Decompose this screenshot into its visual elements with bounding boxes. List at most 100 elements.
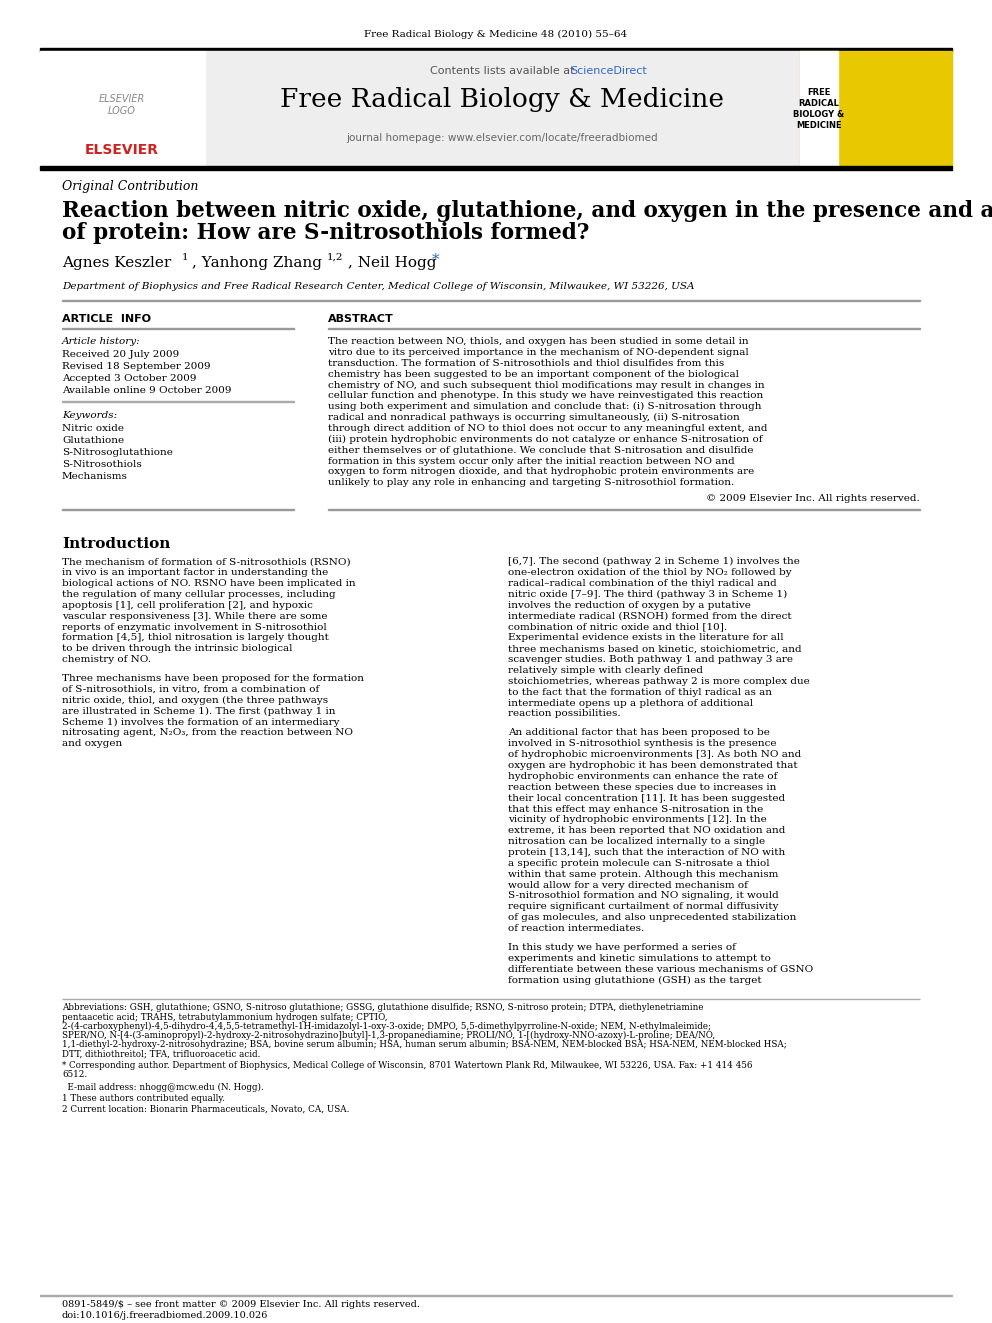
Text: pentaacetic acid; TRAHS, tetrabutylammonium hydrogen sulfate; CPTIO,: pentaacetic acid; TRAHS, tetrabutylammon… [62,1012,388,1021]
Text: Three mechanisms have been proposed for the formation: Three mechanisms have been proposed for … [62,673,364,683]
Text: Abbreviations: GSH, glutathione; GSNO, S-nitroso glutathione; GSSG, glutathione : Abbreviations: GSH, glutathione; GSNO, S… [62,1004,703,1012]
Text: * Corresponding author. Department of Biophysics, Medical College of Wisconsin, : * Corresponding author. Department of Bi… [62,1061,753,1070]
Text: formation using glutathione (GSH) as the target: formation using glutathione (GSH) as the… [508,975,762,984]
Text: Glutathione: Glutathione [62,437,124,445]
Text: cellular function and phenotype. In this study we have reinvestigated this react: cellular function and phenotype. In this… [328,392,763,401]
Text: reaction possibilities.: reaction possibilities. [508,709,621,718]
Text: S-nitrosothiol formation and NO signaling, it would: S-nitrosothiol formation and NO signalin… [508,892,779,901]
Text: 1: 1 [182,253,188,262]
Text: E-mail address: nhogg@mcw.edu (N. Hogg).: E-mail address: nhogg@mcw.edu (N. Hogg). [62,1082,264,1091]
Text: SPER/NO, N-[4-(3-aminopropyl)-2-hydroxy-2-nitrosohydrazino]butyl]-1,3-propanedia: SPER/NO, N-[4-(3-aminopropyl)-2-hydroxy-… [62,1031,715,1040]
Text: ELSEVIER: ELSEVIER [85,143,159,157]
Bar [800,52,838,165]
Text: their local concentration [11]. It has been suggested: their local concentration [11]. It has b… [508,794,785,803]
Text: nitrosating agent, N₂O₃, from the reaction between NO: nitrosating agent, N₂O₃, from the reacti… [62,729,353,737]
Text: transduction. The formation of S-nitrosothiols and thiol disulfides from this: transduction. The formation of S-nitroso… [328,359,724,368]
Text: ARTICLE  INFO: ARTICLE INFO [62,314,151,324]
Text: The mechanism of formation of S-nitrosothiols (RSNO): The mechanism of formation of S-nitrosot… [62,557,350,566]
Text: doi:10.1016/j.freeradbiomed.2009.10.026: doi:10.1016/j.freeradbiomed.2009.10.026 [62,1311,269,1320]
Text: differentiate between these various mechanisms of GSNO: differentiate between these various mech… [508,964,813,974]
Text: 2 Current location: Bionarin Pharmaceuticals, Novato, CA, USA.: 2 Current location: Bionarin Pharmaceuti… [62,1105,349,1114]
Text: using both experiment and simulation and conclude that: (i) S-nitrosation throug: using both experiment and simulation and… [328,402,762,411]
Text: involved in S-nitrosothiol synthesis is the presence: involved in S-nitrosothiol synthesis is … [508,740,777,749]
Text: experiments and kinetic simulations to attempt to: experiments and kinetic simulations to a… [508,954,771,963]
Text: nitric oxide, thiol, and oxygen (the three pathways: nitric oxide, thiol, and oxygen (the thr… [62,696,328,705]
Text: radical–radical combination of the thiyl radical and: radical–radical combination of the thiyl… [508,579,777,587]
Text: oxygen are hydrophobic it has been demonstrated that: oxygen are hydrophobic it has been demon… [508,761,798,770]
Text: 1,1-diethyl-2-hydroxy-2-nitrosohydrazine; BSA, bovine serum albumin; HSA, human : 1,1-diethyl-2-hydroxy-2-nitrosohydrazine… [62,1040,787,1049]
Text: vascular responsiveness [3]. While there are some: vascular responsiveness [3]. While there… [62,611,327,620]
Text: Received 20 July 2009: Received 20 July 2009 [62,351,180,359]
Text: chemistry of NO.: chemistry of NO. [62,655,151,664]
Text: S-Nitrosoglutathione: S-Nitrosoglutathione [62,448,173,456]
Text: , Yanhong Zhang: , Yanhong Zhang [192,255,322,270]
Text: S-Nitrosothiols: S-Nitrosothiols [62,460,142,468]
Text: vitro due to its perceived importance in the mechanism of NO-dependent signal: vitro due to its perceived importance in… [328,348,749,357]
Text: involves the reduction of oxygen by a putative: involves the reduction of oxygen by a pu… [508,601,751,610]
Text: oxygen to form nitrogen dioxide, and that hydrophobic protein environments are: oxygen to form nitrogen dioxide, and tha… [328,467,754,476]
Text: 6512.: 6512. [62,1070,87,1080]
Text: a specific protein molecule can S-nitrosate a thiol: a specific protein molecule can S-nitros… [508,859,770,868]
Bar [40,52,205,165]
Text: Article history:: Article history: [62,337,141,347]
Text: relatively simple with clearly defined: relatively simple with clearly defined [508,665,703,675]
Bar [40,165,952,169]
Text: biological actions of NO. RSNO have been implicated in: biological actions of NO. RSNO have been… [62,579,355,587]
Text: require significant curtailment of normal diffusivity: require significant curtailment of norma… [508,902,779,912]
Text: formation in this system occur only after the initial reaction between NO and: formation in this system occur only afte… [328,456,735,466]
Text: 2-(4-carboxyphenyl)-4,5-dihydro-4,4,5,5-tetramethyl-1H-imidazolyl-1-oxy-3-oxide;: 2-(4-carboxyphenyl)-4,5-dihydro-4,4,5,5-… [62,1021,711,1031]
Text: the regulation of many cellular processes, including: the regulation of many cellular processe… [62,590,335,599]
Text: An additional factor that has been proposed to be: An additional factor that has been propo… [508,729,770,737]
Text: would allow for a very directed mechanism of: would allow for a very directed mechanis… [508,881,748,889]
Text: three mechanisms based on kinetic, stoichiometric, and: three mechanisms based on kinetic, stoic… [508,644,802,654]
Text: ABSTRACT: ABSTRACT [328,314,394,324]
Text: Nitric oxide: Nitric oxide [62,423,124,433]
Text: Free Radical Biology & Medicine: Free Radical Biology & Medicine [280,87,724,112]
Text: and oxygen: and oxygen [62,740,122,749]
Text: journal homepage: www.elsevier.com/locate/freeradbiomed: journal homepage: www.elsevier.com/locat… [346,134,658,143]
Text: Mechanisms: Mechanisms [62,472,128,482]
Text: one-electron oxidation of the thiol by NO₂ followed by: one-electron oxidation of the thiol by N… [508,568,792,577]
Text: Free Radical Biology & Medicine 48 (2010) 55–64: Free Radical Biology & Medicine 48 (2010… [364,30,628,40]
Text: Experimental evidence exists in the literature for all: Experimental evidence exists in the lite… [508,634,784,643]
Text: reports of enzymatic involvement in S-nitrosothiol: reports of enzymatic involvement in S-ni… [62,623,326,631]
Text: apoptosis [1], cell proliferation [2], and hypoxic: apoptosis [1], cell proliferation [2], a… [62,601,312,610]
Text: chemistry has been suggested to be an important component of the biological: chemistry has been suggested to be an im… [328,369,739,378]
Text: Agnes Keszler: Agnes Keszler [62,255,172,270]
Text: 1 These authors contributed equally.: 1 These authors contributed equally. [62,1094,225,1102]
Text: Revised 18 September 2009: Revised 18 September 2009 [62,363,210,370]
Bar [40,48,952,52]
Bar [800,52,952,165]
Text: intermediate radical (RSNOH) formed from the direct: intermediate radical (RSNOH) formed from… [508,611,792,620]
Text: combination of nitric oxide and thiol [10].: combination of nitric oxide and thiol [1… [508,623,727,631]
Text: chemistry of NO, and such subsequent thiol modifications may result in changes i: chemistry of NO, and such subsequent thi… [328,381,765,389]
Text: 0891-5849/$ – see front matter © 2009 Elsevier Inc. All rights reserved.: 0891-5849/$ – see front matter © 2009 El… [62,1301,420,1308]
Text: reaction between these species due to increases in: reaction between these species due to in… [508,783,777,791]
Text: Scheme 1) involves the formation of an intermediary: Scheme 1) involves the formation of an i… [62,717,339,726]
Text: in vivo is an important factor in understanding the: in vivo is an important factor in unders… [62,568,328,577]
Text: stoichiometries, whereas pathway 2 is more complex due: stoichiometries, whereas pathway 2 is mo… [508,677,809,685]
Text: extreme, it has been reported that NO oxidation and: extreme, it has been reported that NO ox… [508,827,786,835]
Text: nitrosation can be localized internally to a single: nitrosation can be localized internally … [508,837,765,847]
Text: of protein: How are S-nitrosothiols formed?: of protein: How are S-nitrosothiols form… [62,222,589,243]
Bar [205,52,800,165]
Text: Original Contribution: Original Contribution [62,180,198,193]
Text: of hydrophobic microenvironments [3]. As both NO and: of hydrophobic microenvironments [3]. As… [508,750,802,759]
Text: Introduction: Introduction [62,537,171,552]
Text: ScienceDirect: ScienceDirect [570,66,647,75]
Text: radical and nonradical pathways is occurring simultaneously, (ii) S-nitrosation: radical and nonradical pathways is occur… [328,413,740,422]
Text: are illustrated in Scheme 1). The first (pathway 1 in: are illustrated in Scheme 1). The first … [62,706,335,716]
Text: formation [4,5], thiol nitrosation is largely thought: formation [4,5], thiol nitrosation is la… [62,634,329,643]
Text: vicinity of hydrophobic environments [12]. In the: vicinity of hydrophobic environments [12… [508,815,767,824]
Text: © 2009 Elsevier Inc. All rights reserved.: © 2009 Elsevier Inc. All rights reserved… [706,495,920,503]
Text: through direct addition of NO to thiol does not occur to any meaningful extent, : through direct addition of NO to thiol d… [328,423,768,433]
Text: Reaction between nitric oxide, glutathione, and oxygen in the presence and absen: Reaction between nitric oxide, glutathio… [62,200,992,222]
Text: Contents lists available at: Contents lists available at [430,66,578,75]
Text: of gas molecules, and also unprecedented stabilization: of gas molecules, and also unprecedented… [508,913,797,922]
Text: unlikely to play any role in enhancing and targeting S-nitrosothiol formation.: unlikely to play any role in enhancing a… [328,479,734,487]
Text: *: * [432,253,439,267]
Text: within that same protein. Although this mechanism: within that same protein. Although this … [508,869,779,878]
Text: scavenger studies. Both pathway 1 and pathway 3 are: scavenger studies. Both pathway 1 and pa… [508,655,793,664]
Text: Accepted 3 October 2009: Accepted 3 October 2009 [62,374,196,382]
Text: of reaction intermediates.: of reaction intermediates. [508,925,644,933]
